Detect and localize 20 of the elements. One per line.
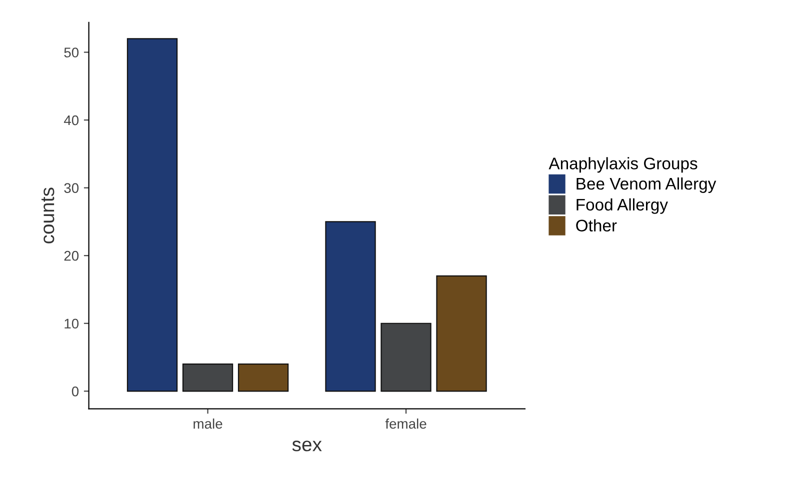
y-tick-label: 30 (64, 183, 79, 193)
y-tick-label: 10 (64, 318, 79, 329)
x-tick-label: female (385, 418, 426, 429)
legend-label: Bee Venom Allergy (576, 177, 716, 193)
y-tick-label: 40 (64, 115, 79, 126)
x-axis-title: sex (292, 440, 322, 452)
legend-label: Other (576, 219, 617, 232)
y-tick-label: 0 (72, 386, 79, 396)
x-tick-label: male (194, 418, 222, 429)
bar (436, 275, 487, 392)
bar (380, 322, 432, 392)
legend-title: Anaphylaxis Groups (548, 157, 698, 173)
bar (182, 363, 234, 392)
bar (126, 38, 178, 392)
y-axis-title: counts (41, 188, 54, 244)
legend-label: Food Allergy (576, 198, 668, 214)
bar (325, 221, 376, 392)
bar (238, 363, 289, 392)
y-tick-label: 20 (64, 250, 79, 261)
y-tick-label: 50 (64, 48, 79, 58)
